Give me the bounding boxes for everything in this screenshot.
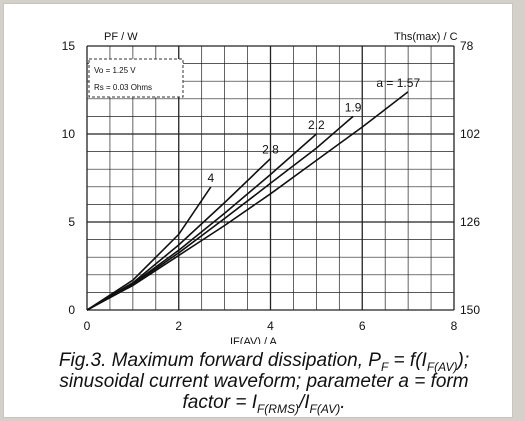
x-tick-label: 4 <box>267 319 274 333</box>
series-label: a = 1.57 <box>376 76 420 90</box>
parameter-vo: Vo = 1.25 V <box>94 66 136 75</box>
series-label: 2.2 <box>308 118 325 132</box>
series-label: 1.9 <box>345 100 362 114</box>
x-axis-label: IF(AV) / A <box>230 336 278 344</box>
x-tick-label: 6 <box>359 319 366 333</box>
series-label: 2.8 <box>262 143 279 157</box>
caption-text: /I <box>298 392 310 413</box>
caption-line-2: sinusoidal current waveform; parameter a… <box>59 371 469 392</box>
parameter-rs: Rs = 0.03 Ohms <box>94 83 152 92</box>
caption-subscript: F(AV) <box>309 401 341 416</box>
right-tick-label: 102 <box>460 127 480 141</box>
curves <box>86 91 409 311</box>
series-line <box>86 115 354 311</box>
caption-subscript: F <box>380 359 389 374</box>
right-tick-label: 150 <box>460 303 480 317</box>
ticks: 0 2 4 6 8 0 5 10 15 78 102 126 150 <box>62 39 481 333</box>
series-line <box>86 91 409 311</box>
parameter-box-frame <box>88 58 184 98</box>
series-line <box>86 186 212 311</box>
grid <box>86 45 455 311</box>
dissipation-chart: 0 2 4 6 8 0 5 10 15 78 102 126 150 a = 1.57 1.9 2.2 2.8… <box>62 31 481 344</box>
series-label: 4 <box>208 171 215 185</box>
x-tick-label: 8 <box>451 319 458 333</box>
y-tick-label: 15 <box>62 39 76 53</box>
caption-subscript: F(AV) <box>426 359 458 374</box>
parameter-box: Vo = 1.25 V Rs = 0.03 Ohms <box>88 58 184 98</box>
caption-text: Fig.3. Maximum forward dissipation, P <box>58 350 381 371</box>
x-tick-label: 2 <box>175 319 182 333</box>
figure-caption: Fig.3. Maximum forward dissipation, PF =… <box>14 350 514 416</box>
right-tick-label: 126 <box>460 215 480 229</box>
caption-subscript: F(RMS) <box>256 401 299 416</box>
labels: a = 1.57 1.9 2.2 2.8 4 <box>208 76 421 185</box>
caption-line-3: factor = IF(RMS)/IF(AV). <box>14 392 514 416</box>
x-tick-label: 0 <box>84 319 91 333</box>
series-line <box>86 158 272 311</box>
right-axis-label: Ths(max) / C <box>394 31 458 43</box>
caption-text: ); <box>457 350 470 371</box>
y-tick-label: 5 <box>68 215 75 229</box>
right-tick-label: 78 <box>460 39 474 53</box>
y-tick-label: 0 <box>68 303 75 317</box>
caption-text: factor = I <box>182 392 257 413</box>
y-tick-label: 10 <box>62 127 76 141</box>
caption-text: = f(I <box>388 350 427 371</box>
caption-line-1: Fig.3. Maximum forward dissipation, PF =… <box>14 350 514 374</box>
datasheet-figure: 0 2 4 6 8 0 5 10 15 78 102 126 150 a = 1.57 1.9 2.2 2.8… <box>4 4 512 417</box>
caption-text: . <box>340 392 346 413</box>
left-axis-label: PF / W <box>104 31 138 43</box>
